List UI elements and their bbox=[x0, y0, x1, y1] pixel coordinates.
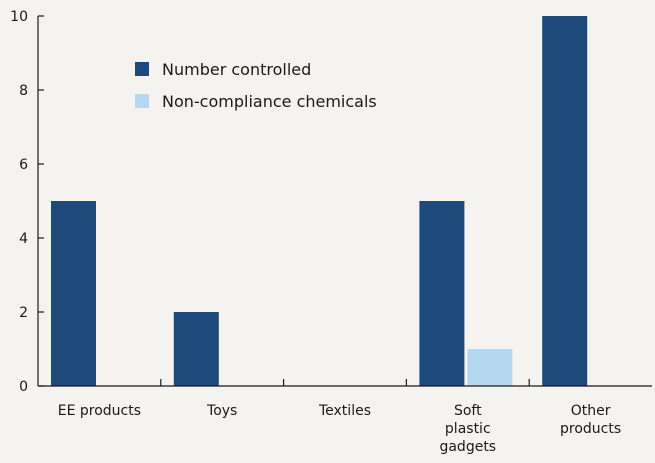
bar-non-compliance-3 bbox=[467, 349, 513, 386]
x-category-label-3: Soft plastic gadgets bbox=[439, 403, 496, 455]
legend-label-1: Non-compliance chemicals bbox=[162, 92, 377, 111]
legend-swatch-0 bbox=[135, 62, 149, 76]
bar-number-controlled-1 bbox=[173, 312, 219, 386]
y-tick-label-2: 2 bbox=[19, 305, 28, 321]
legend-swatch-1 bbox=[135, 94, 149, 108]
y-tick-label-0: 0 bbox=[19, 379, 28, 395]
y-tick-label-10: 10 bbox=[10, 9, 28, 25]
x-category-label-4: Other products bbox=[560, 403, 621, 437]
x-category-label-1: Toys bbox=[206, 403, 237, 419]
bars-group bbox=[51, 16, 588, 386]
y-tick-label-6: 6 bbox=[19, 157, 28, 173]
legend: Number controlled Non-compliance chemical… bbox=[135, 60, 377, 111]
bar-number-controlled-0 bbox=[51, 201, 96, 386]
legend-label-0: Number controlled bbox=[162, 60, 311, 79]
x-category-label-2: Textiles bbox=[318, 403, 371, 419]
bar-number-controlled-3 bbox=[419, 201, 465, 386]
x-category-label-0: EE products bbox=[58, 403, 141, 419]
y-tick-label-8: 8 bbox=[19, 83, 28, 99]
y-tick-label-4: 4 bbox=[19, 231, 28, 247]
bar-number-controlled-4 bbox=[542, 16, 588, 386]
axes-group: 0 2 4 6 8 10 EE products Toys Textiles Soft plasti… bbox=[10, 9, 652, 455]
